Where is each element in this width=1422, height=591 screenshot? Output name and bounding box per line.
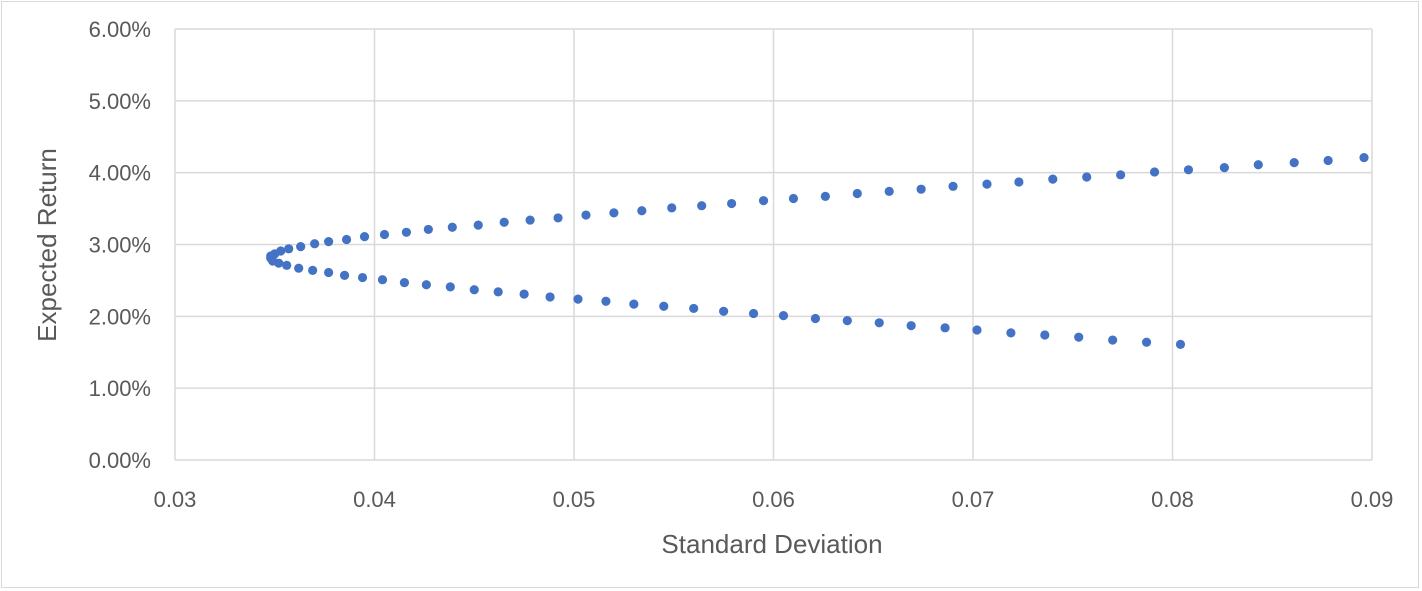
data-point xyxy=(1175,339,1186,349)
data-point xyxy=(423,224,433,235)
data-point xyxy=(296,242,306,252)
data-point xyxy=(667,203,677,213)
data-point xyxy=(1289,158,1299,168)
data-point xyxy=(982,179,992,189)
x-tick-label: 0.07 xyxy=(952,487,995,512)
data-point xyxy=(294,263,304,273)
x-tick-label: 0.06 xyxy=(752,487,795,512)
data-point xyxy=(573,294,583,304)
y-tick-label: 3.00% xyxy=(89,233,151,258)
data-point xyxy=(473,220,483,230)
data-point xyxy=(310,239,320,249)
data-point xyxy=(421,280,431,290)
data-point xyxy=(447,222,457,232)
data-point xyxy=(341,234,352,245)
data-point xyxy=(1219,163,1229,173)
data-point xyxy=(324,267,334,278)
data-point xyxy=(758,196,769,206)
y-tick-label: 0.00% xyxy=(89,448,151,473)
data-point xyxy=(629,299,639,309)
y-tick-label: 4.00% xyxy=(89,161,151,186)
data-point xyxy=(1048,174,1058,184)
data-point xyxy=(525,215,535,225)
gridlines xyxy=(174,28,1373,461)
data-point xyxy=(637,206,647,216)
y-tick-labels: 0.00% 1.00% 2.00% 3.00% 4.00% 5.00% 6.00% xyxy=(89,17,151,473)
data-point xyxy=(377,275,388,285)
x-tick-label: 0.09 xyxy=(1351,487,1394,512)
data-point xyxy=(545,292,555,302)
x-tick-label: 0.05 xyxy=(553,487,596,512)
y-tick-label: 5.00% xyxy=(89,89,151,114)
data-point xyxy=(601,296,611,306)
data-point xyxy=(659,301,669,311)
data-point xyxy=(445,282,455,292)
y-tick-label: 2.00% xyxy=(89,304,151,329)
data-point xyxy=(788,193,799,204)
data-points xyxy=(266,152,1369,349)
data-point xyxy=(519,289,529,299)
data-point xyxy=(810,313,820,324)
data-point xyxy=(339,270,350,280)
data-point xyxy=(874,318,884,328)
data-point xyxy=(778,311,789,321)
data-point xyxy=(357,272,368,283)
data-point xyxy=(553,213,563,223)
data-point xyxy=(493,287,503,297)
x-tick-labels: 0.03 0.04 0.05 0.06 0.07 0.08 0.09 xyxy=(154,487,1394,512)
x-tick-label: 0.08 xyxy=(1151,487,1194,512)
data-point xyxy=(852,188,862,199)
data-point xyxy=(1116,170,1126,180)
data-point xyxy=(748,308,759,319)
data-point xyxy=(916,184,926,194)
data-point xyxy=(399,277,410,288)
data-point xyxy=(609,208,619,218)
data-point xyxy=(308,265,318,275)
x-axis-title: Standard Deviation xyxy=(661,529,882,559)
data-point xyxy=(948,181,958,191)
data-point xyxy=(1074,332,1084,342)
x-tick-label: 0.04 xyxy=(353,487,396,512)
data-point xyxy=(727,198,737,209)
data-point xyxy=(282,260,292,270)
data-point xyxy=(284,244,294,254)
data-point xyxy=(379,229,390,240)
data-point xyxy=(1359,152,1369,163)
y-tick-label: 1.00% xyxy=(89,376,151,401)
data-point xyxy=(1253,160,1263,170)
data-point xyxy=(1149,167,1160,177)
y-axis-title: Expected Return xyxy=(32,148,62,342)
data-point xyxy=(1006,328,1016,338)
data-point xyxy=(689,303,699,314)
data-point xyxy=(940,323,950,333)
data-point xyxy=(1082,172,1092,182)
data-point xyxy=(469,285,479,295)
data-point xyxy=(401,227,412,237)
data-point xyxy=(1183,165,1194,175)
data-point xyxy=(324,237,334,247)
data-point xyxy=(906,321,916,331)
data-point xyxy=(499,217,509,227)
data-point xyxy=(359,231,370,242)
data-point xyxy=(697,201,707,211)
data-point xyxy=(972,325,982,335)
y-tick-label: 6.00% xyxy=(89,17,151,42)
data-point xyxy=(1323,155,1333,166)
data-point xyxy=(276,246,286,256)
data-point xyxy=(1040,330,1050,340)
data-point xyxy=(581,210,591,220)
data-point xyxy=(1108,335,1118,345)
data-point xyxy=(842,316,852,326)
data-point xyxy=(820,191,830,201)
data-point xyxy=(884,186,894,196)
data-point xyxy=(1141,337,1152,347)
data-point xyxy=(1014,177,1024,187)
data-point xyxy=(719,306,729,316)
x-tick-label: 0.03 xyxy=(154,487,197,512)
